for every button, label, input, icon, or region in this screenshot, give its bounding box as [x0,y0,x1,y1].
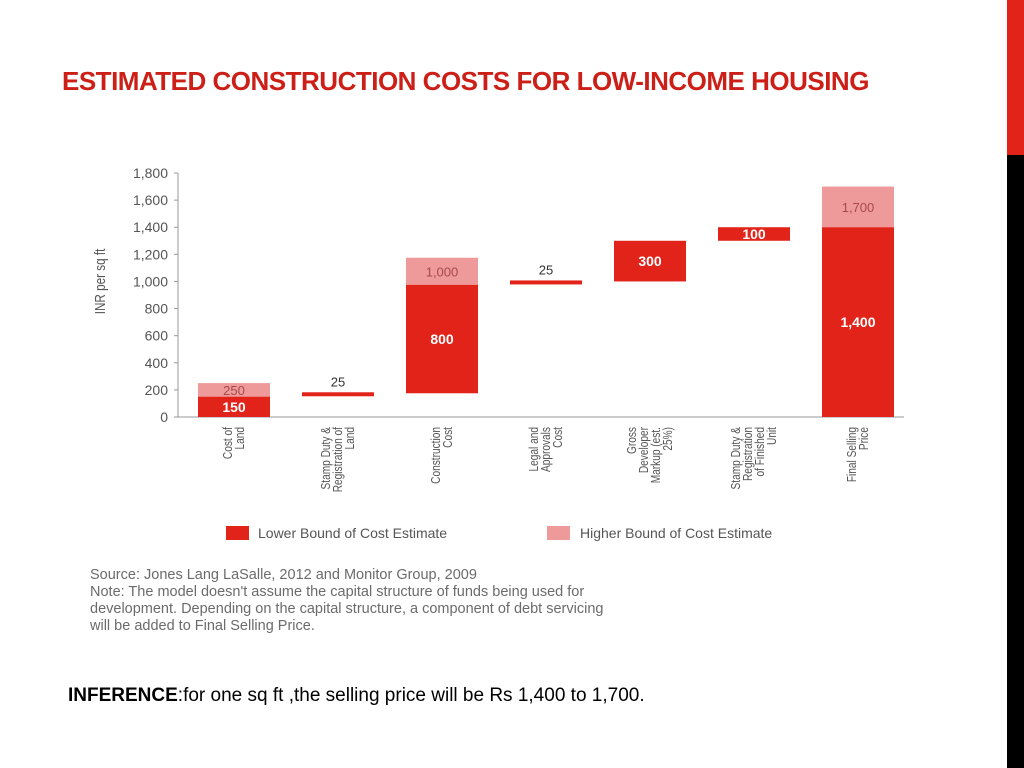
inference-label: INFERENCE [68,685,178,706]
legend-label-higher: Higher Bound of Cost Estimate [580,525,772,541]
y-tick-label: 1,600 [133,192,168,208]
y-tick-label: 1,800 [133,165,168,181]
bar-higher-bound [198,383,270,397]
data-label-higher: 1,700 [842,200,875,215]
x-tick-label-line: Price [857,427,871,450]
data-label-lower: 150 [222,399,246,415]
y-tick-label: 600 [145,328,169,344]
legend-swatch-lower [226,526,249,540]
data-label-lower: 100 [742,226,766,242]
y-tick-label: 400 [145,355,169,371]
x-tick-label-line: Unit [765,426,779,445]
y-tick-label: 1,000 [133,273,168,289]
data-label-higher: 250 [223,383,245,398]
x-tick-label-line: Cost of [221,426,235,459]
x-tick-label-line: Markup (est. [649,427,663,483]
accent-bar-red [1007,0,1024,155]
note-line: Note: The model doesn't assume the capit… [90,584,585,600]
legend-swatch-higher [547,526,570,540]
note-line: development. Depending on the capital st… [90,601,604,617]
bar-lower-bound [302,392,374,397]
source-line: Source: Jones Lang LaSalle, 2012 and Mon… [90,567,477,583]
bar-higher-bound [822,186,894,228]
x-tick-label-line: Construction [429,427,443,484]
bar-lower-bound [718,227,790,241]
x-tick-label-line: Final Selling [845,427,859,482]
x-tick-label-line: Gross [625,427,639,454]
bar-higher-bound [406,257,478,285]
x-tick-label-line: Developer [637,427,651,473]
x-tick-label-line: Registration [741,427,755,481]
bar-lower-bound [198,396,270,417]
slide-title: ESTIMATED CONSTRUCTION COSTS FOR LOW-INC… [62,66,869,96]
y-tick-label: 800 [145,301,169,317]
bar-lower-bound [510,280,582,285]
bar-lower-bound [614,240,686,282]
data-label-higher: 1,000 [426,264,459,279]
data-label-higher: 25 [539,262,553,277]
data-label-lower: 1,400 [840,314,875,330]
y-tick-label: 1,200 [133,246,168,262]
y-tick-label: 200 [145,382,169,398]
data-label-higher: 25 [331,374,345,389]
bar-lower-bound [822,227,894,417]
inference-body: :for one sq ft ,the selling price will b… [177,685,645,706]
x-tick-label-line: of Finished [753,427,767,477]
x-tick-label-line: Land [343,427,357,450]
waterfall-chart: 0 200 400 600 800 1,000 1,200 1,400 1,600 1,800 IN… [92,165,904,541]
y-tick-label: 0 [160,409,168,425]
x-tick-label-line: Registration of [331,426,345,492]
x-tick-label-line: Approvals [539,427,553,472]
bar-lower-bound [406,284,478,394]
x-tick-label-line: Legal and [527,427,541,471]
y-tick-label: 1,400 [133,219,168,235]
x-tick-label-line: Cost [551,426,565,447]
data-label-lower: 800 [430,331,454,347]
x-tick-label-line: Cost [441,426,455,447]
x-tick-label-line: 25%) [661,427,675,451]
source-note: Source: Jones Lang LaSalle, 2012 and Mon… [90,567,910,635]
note-line: will be added to Final Selling Price. [90,618,315,634]
x-tick-label-line: Stamp Duty & [319,427,333,490]
legend-label-lower: Lower Bound of Cost Estimate [258,525,447,541]
accent-bar-black [1007,155,1024,768]
y-axis-label: INR per sq ft [92,248,109,314]
x-tick-label-line: Stamp Duty & [729,427,743,490]
x-tick-label-line: Land [233,427,247,450]
inference-text: INFERENCE:for one sq ft ,the selling pri… [68,685,645,707]
data-label-lower: 300 [638,253,662,269]
